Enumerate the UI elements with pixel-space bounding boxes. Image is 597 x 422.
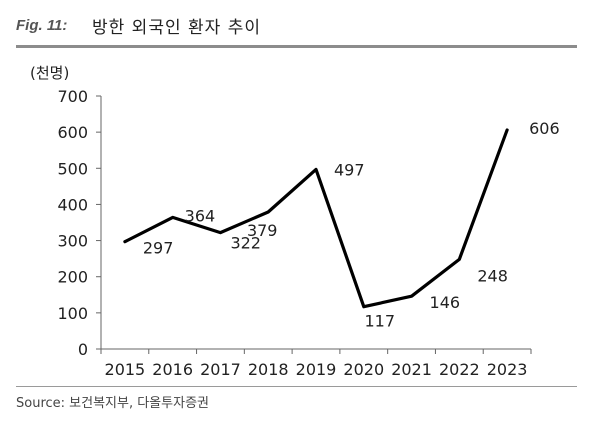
x-tick-label: 2019 [296, 360, 337, 379]
y-tick-label: 300 [57, 232, 88, 251]
figure-label: Fig. 11: [16, 16, 68, 34]
y-tick-label: 600 [57, 123, 88, 142]
y-tick-label: 200 [57, 268, 88, 287]
source-note: Source: 보건복지부, 다올투자증권 [16, 396, 209, 411]
series-layer [123, 128, 509, 309]
data-label: 248 [477, 266, 508, 285]
x-tick-label: 2022 [439, 360, 480, 379]
x-tick-label: 2015 [105, 360, 146, 379]
data-label: 117 [365, 312, 396, 331]
x-tick-label: 2018 [248, 360, 289, 379]
y-tick-label: 0 [78, 340, 88, 359]
figure-title: 방한 외국인 환자 추이 [92, 17, 261, 38]
data-label: 606 [529, 119, 560, 138]
series-line [123, 128, 509, 309]
y-tick-label: 100 [57, 304, 88, 323]
y-tick-label: 400 [57, 195, 88, 214]
data-label: 379 [247, 221, 278, 240]
line-chart: (천명) 0 100 200 300 400 500 600 700 2015 2016 2017… [30, 64, 560, 379]
x-tick-label: 2017 [200, 360, 241, 379]
figure-header: Fig. 11: 방한 외국인 환자 추이 [16, 10, 261, 40]
y-unit-label: (천명) [30, 64, 69, 82]
data-label: 322 [230, 234, 261, 253]
data-label: 364 [185, 206, 216, 225]
y-tick-label: 700 [57, 87, 88, 106]
data-label: 297 [143, 239, 174, 258]
source-rule [16, 386, 577, 387]
x-axis: 2015 2016 2017 2018 2019 2020 2021 2022 2023 [100, 348, 532, 379]
data-label: 497 [334, 160, 365, 179]
x-tick-label: 2016 [152, 360, 193, 379]
x-tick-label: 2023 [487, 360, 528, 379]
data-label: 146 [430, 293, 461, 312]
x-tick-label: 2021 [391, 360, 432, 379]
y-axis: 0 100 200 300 400 500 600 700 [57, 87, 102, 359]
y-tick-label: 500 [57, 159, 88, 178]
header-rule [16, 45, 577, 48]
x-tick-label: 2020 [343, 360, 384, 379]
